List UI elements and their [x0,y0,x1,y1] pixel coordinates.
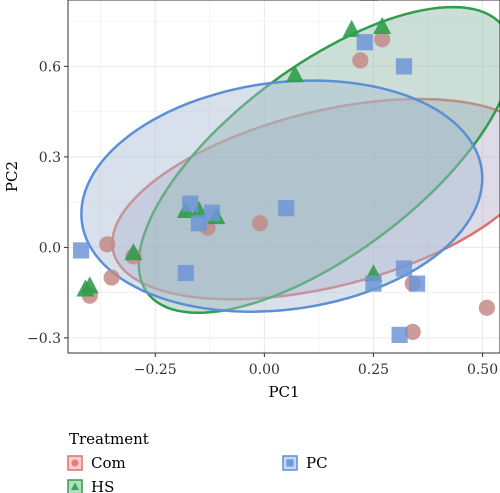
point-hs [124,243,143,261]
point-com [352,52,369,69]
x-tick-label: 0.25 [358,362,389,378]
point-pc [182,195,199,212]
point-pc [356,34,373,51]
y-axis: −0.3 0.0 0.3 0.6 [27,59,68,347]
point-pc [391,326,408,343]
legend-marker-hs [71,482,79,491]
grid-major [68,0,500,353]
y-axis-title: PC2 [3,161,21,192]
point-hs [189,200,208,219]
point-pc [203,204,221,221]
plot-area [67,0,500,354]
x-axis-title: PC1 [268,383,299,401]
legend-item-pc: PC [282,454,328,472]
y-tick-label: −0.3 [27,331,61,347]
point-hs [342,19,361,38]
point-hs [285,65,304,83]
x-tick-label: −0.25 [134,362,177,378]
ellipse-hs [137,5,500,315]
legend-label: Com [91,454,126,472]
point-pc [278,200,295,217]
y-tick-label: 0.6 [39,59,61,75]
data-points [72,0,496,343]
point-pc [408,275,426,292]
legend-item-hs: HS [67,478,114,493]
point-pc [177,264,194,282]
legend-marker-com [71,459,79,467]
legend-marker-pc [286,459,294,467]
legend: Treatment Com HS PC [67,430,328,493]
point-pc [365,275,382,292]
point-pc [395,58,413,75]
legend-label: HS [91,478,114,493]
point-com [99,236,116,253]
confidence-ellipses [80,5,500,315]
point-hs [80,276,99,294]
point-com [251,215,269,232]
legend-label: PC [306,454,328,472]
x-tick-label: 0.00 [249,362,280,378]
point-com [478,299,496,316]
point-pc [190,215,208,232]
point-com [103,269,120,286]
legend-item-com: Com [67,454,126,472]
point-com [374,31,391,48]
y-tick-label: 0.3 [39,150,61,166]
x-axis: −0.25 0.00 0.25 0.50 [134,353,498,378]
x-tick-label: 0.50 [467,362,498,378]
point-pc [395,260,413,277]
legend-title: Treatment [69,430,149,448]
y-tick-label: 0.0 [39,240,61,256]
point-hs [373,16,392,34]
ellipse-com [111,97,500,301]
point-pc [72,242,90,259]
panel-border [67,0,500,354]
point-com [404,323,421,340]
